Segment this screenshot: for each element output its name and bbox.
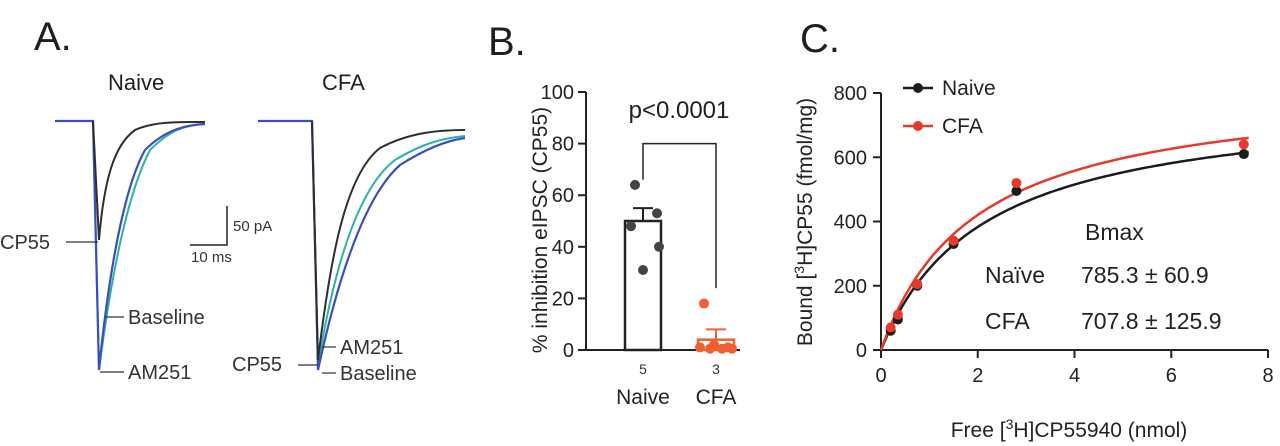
scale-bar — [190, 206, 228, 246]
panel-b-ylabel: % inhibition eIPSC (CP55) — [529, 107, 552, 353]
scale-bar-pa-label: 50 pA — [233, 218, 272, 235]
point-cfa — [948, 235, 959, 246]
point-cfa — [695, 342, 705, 353]
point-naive — [630, 179, 640, 190]
point-cfa — [1238, 139, 1249, 150]
panel-b-y-ticks: 0 20 40 60 80 100 — [541, 82, 586, 362]
panel-c-y-tick-label: 800 — [834, 83, 867, 105]
condition-label-naive: Naive — [108, 70, 164, 95]
panel-b-y-tick-label: 40 — [552, 237, 574, 259]
panel-c-x-tick-label: 2 — [972, 365, 983, 387]
bmax-title: Bmax — [1085, 219, 1144, 245]
naive-trace-cp55 — [55, 119, 206, 371]
point-naive — [626, 221, 636, 232]
panel-c-xlabel: Free [3H]CP55940 (nmol) — [951, 416, 1188, 442]
naive-trace-am251 — [55, 120, 206, 371]
point-cfa — [699, 298, 709, 309]
naive-trace-baseline — [92, 120, 206, 241]
panel-c-fit-curves — [879, 136, 1249, 351]
point-naive — [1011, 185, 1022, 196]
legend-label-naive: Naive — [942, 77, 996, 100]
fit-curve-cfa — [879, 136, 1249, 351]
legend-marker-cfa — [913, 121, 923, 131]
category-label-naive: Naive — [616, 386, 670, 409]
significance-bracket — [642, 142, 717, 289]
panel-c-y-tick-label: 200 — [834, 276, 867, 298]
panel-c-y-tick-label: 0 — [856, 340, 867, 362]
point-naive — [638, 265, 648, 276]
bmax-table: Bmax Naïve 785.3 ± 60.9 CFA 707.8 ± 125.… — [985, 219, 1222, 334]
bar-naive — [623, 219, 663, 352]
panel-c-x-tick-label: 4 — [1069, 365, 1080, 387]
condition-label-cfa: CFA — [322, 70, 365, 95]
bmax-row-label-naive: Naïve — [985, 262, 1045, 288]
panel-c-y-tick-label: 400 — [834, 212, 867, 234]
naive-label-am251: AM251 — [128, 362, 191, 384]
panel-b-points — [626, 179, 737, 354]
panel-b-y-tick-label: 20 — [552, 288, 574, 310]
panel-c-legend: Naive CFA — [903, 77, 996, 138]
cfa-trace-baseline — [311, 120, 466, 361]
panel-c-y-ticks: 0 200 400 600 800 — [834, 83, 881, 362]
point-cfa — [1011, 177, 1022, 188]
panel-b-y-tick-label: 100 — [541, 82, 574, 104]
panel-b-y-tick-label: 60 — [552, 185, 574, 207]
panel-c: C. Bound [3H]CP55 (fmol/mg) Free [3H]CP5… — [791, 17, 1274, 442]
panel-b-y-tick-label: 0 — [563, 340, 574, 362]
point-cfa — [717, 343, 727, 354]
bmax-row-value-cfa: 707.8 ± 125.9 — [1081, 308, 1222, 334]
point-naive — [654, 241, 664, 252]
legend-label-cfa: CFA — [942, 115, 983, 138]
point-naive — [652, 208, 662, 219]
panel-c-x-tick-label: 8 — [1262, 365, 1273, 387]
n-label-cfa: 3 — [712, 361, 720, 377]
panel-b-y-tick-label: 80 — [552, 134, 574, 156]
point-naive — [1238, 149, 1249, 160]
panel-c-x-ticks: 0 2 4 6 8 — [875, 350, 1274, 387]
n-label-naive: 5 — [639, 361, 647, 377]
cfa-label-am251: AM251 — [340, 337, 403, 359]
cfa-label-baseline: Baseline — [340, 363, 417, 385]
cfa-trace-am251 — [258, 120, 466, 366]
panel-b: B. % inhibition eIPSC (CP55) 0 20 40 60 80 10… — [488, 20, 740, 409]
panel-b-x-labels: 5 Naive 3 CFA — [616, 361, 736, 409]
panel-c-ylabel: Bound [3H]CP55 (fmol/mg) — [791, 98, 817, 346]
p-value-label: p<0.0001 — [629, 97, 730, 124]
point-cfa — [885, 322, 896, 333]
cfa-trace-cp55 — [258, 119, 466, 371]
panel-b-letter: B. — [488, 20, 526, 64]
scale-bar-ms-label: 10 ms — [191, 249, 232, 266]
point-cfa — [892, 309, 903, 320]
cfa-label-cp55: CP55 — [232, 354, 282, 376]
panel-c-y-tick-label: 600 — [834, 147, 867, 169]
panel-a: A. Naive CFA 50 pA 10 ms CP55 Baseline A… — [0, 15, 466, 385]
naive-label-cp55: CP55 — [0, 232, 50, 254]
panel-c-letter: C. — [800, 17, 840, 61]
panel-b-bars — [623, 207, 736, 352]
naive-label-baseline: Baseline — [128, 307, 205, 329]
fit-curve-naive — [879, 151, 1249, 351]
bmax-row-value-naive: 785.3 ± 60.9 — [1081, 262, 1209, 288]
point-cfa — [705, 343, 715, 354]
panel-c-x-tick-label: 6 — [1166, 365, 1177, 387]
category-label-cfa: CFA — [696, 386, 737, 409]
bmax-row-label-cfa: CFA — [985, 308, 1030, 334]
panel-c-x-tick-label: 0 — [875, 365, 886, 387]
panel-c-points — [885, 139, 1249, 336]
legend-marker-naive — [913, 83, 923, 93]
panel-a-letter: A. — [34, 15, 72, 59]
point-cfa — [727, 343, 737, 354]
point-cfa — [912, 279, 923, 290]
